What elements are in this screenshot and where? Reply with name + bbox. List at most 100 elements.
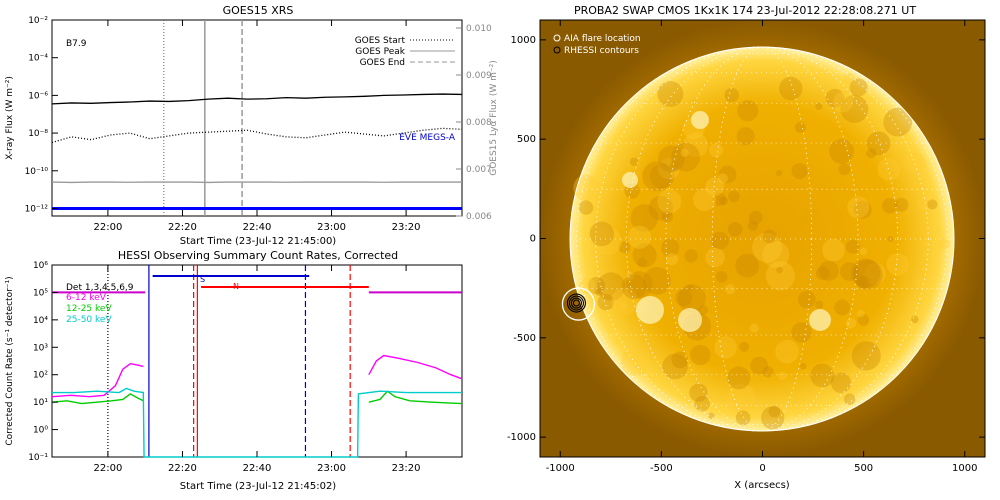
sun-texture-blob (625, 271, 653, 299)
sun-texture-blob (833, 92, 854, 113)
sun-texture-blob (761, 406, 785, 430)
goes-y-tick-label: 10⁻¹² (25, 204, 49, 214)
sun-texture-blob (779, 76, 803, 101)
hessi-y-tick-label: 10⁶ (33, 261, 48, 271)
hessi-panel: HESSI Observing Summary Count Rates, Cor… (5, 249, 463, 492)
swap-y-tick-label: 1000 (511, 35, 536, 46)
sun-texture-blob (916, 198, 929, 210)
goes-panel: GOES15 XRS 22:00 22:20 22:40 23:00 23:20 10⁻²… (5, 4, 499, 247)
rhessi-contour (572, 299, 580, 307)
sun-texture-blob (736, 127, 755, 146)
sun-texture-blob (886, 253, 910, 276)
legend-25-50: 25-50 keV (66, 315, 112, 325)
hessi-n-marker: N (233, 282, 239, 291)
sun-texture-blob (859, 247, 868, 256)
sun-texture-blob (661, 210, 674, 223)
goes-x-tick-label: 22:20 (168, 222, 197, 233)
sun-texture-blob (866, 131, 891, 156)
goes-series-line (51, 127, 463, 144)
goes-ylabel-right: GOES15 Lyα Flux (W m⁻²) (489, 60, 499, 176)
sun-texture-blob (620, 347, 649, 376)
sun-texture-blob (749, 323, 759, 333)
sun-texture-blob (618, 241, 631, 254)
sun-texture-blob (715, 270, 728, 283)
sun-texture-blob (665, 253, 679, 266)
hessi-plot-frame (51, 264, 463, 458)
sun-texture-blob (671, 351, 689, 369)
sun-texture-blob (693, 188, 717, 212)
sun-texture-blob (849, 78, 868, 97)
sun-texture-blob (597, 293, 615, 311)
goes-x-tick-label: 23:00 (317, 222, 346, 233)
goes-x-tick-label: 22:00 (93, 222, 122, 233)
goes-y2-tick-label: 0.008 (466, 118, 492, 128)
sun-texture-blob (877, 157, 901, 181)
sun-texture-blob (797, 290, 816, 309)
goes-plot-frame (51, 19, 463, 217)
sun-texture-blob (689, 383, 708, 402)
goes-y2-tick-label: 0.006 (466, 212, 492, 222)
hessi-x-tick-label: 22:40 (243, 463, 272, 474)
longitude-line (576, 46, 948, 432)
hessi-xlabel: Start Time (23-Jul-12 21:45:02) (180, 481, 337, 492)
sun-texture-blob (698, 304, 709, 315)
sun-texture-blob (594, 195, 604, 206)
sun-texture-blob (794, 121, 806, 133)
goes-y-tick-label: 10⁻⁴ (28, 54, 48, 64)
sun-texture-blob (669, 161, 679, 171)
sun-texture-blob (657, 80, 684, 107)
sun-texture-blob (847, 196, 870, 219)
sun-texture-blob (825, 88, 845, 108)
sun-texture-blob (662, 353, 688, 380)
sun-texture-blob (671, 142, 700, 172)
sun-texture-blob (768, 405, 781, 418)
sun-texture-blob (596, 272, 626, 301)
hessi-legend: Det 1,3,4,5,6,9 6-12 keV 12-25 keV 25-50… (66, 283, 134, 325)
active-region (809, 309, 831, 331)
sun-texture-blob (810, 363, 835, 388)
heliographic-grid (570, 46, 954, 432)
swap-y-tick-label: -500 (513, 333, 536, 344)
sun-texture-blob (593, 227, 622, 256)
aia-flare-circle (561, 287, 596, 321)
sun-texture-blob (799, 362, 807, 370)
sun-texture-blob (573, 174, 600, 201)
sun-texture-blob (724, 284, 736, 295)
sun-texture-blob (883, 107, 913, 137)
sun-texture-blob (719, 196, 728, 206)
sun-texture-blob (748, 210, 763, 225)
sun-texture-blob (611, 287, 639, 315)
sun-texture-blob (762, 366, 774, 378)
sun-texture-blob (708, 143, 724, 158)
longitude-line (665, 46, 859, 432)
sun-texture-blob (735, 253, 760, 278)
legend-6-12: 6-12 keV (66, 293, 107, 303)
swap-x-tick-label: 1000 (952, 463, 977, 474)
sun-texture-blob (642, 161, 672, 192)
active-region (691, 111, 709, 129)
sun-texture-blob (717, 173, 728, 184)
sun-texture-blob (776, 170, 783, 177)
sun-texture-blob (705, 177, 725, 197)
sun-texture-blob (904, 152, 926, 174)
sun-texture-blob (657, 189, 682, 214)
sun-texture-blob (579, 277, 596, 294)
sun-texture-blob (834, 299, 851, 316)
hessi-y-tick-label: 10⁰ (33, 426, 48, 436)
sun-texture-blob (791, 162, 808, 179)
hessi-series-line (51, 393, 144, 405)
hessi-series-line (51, 362, 144, 398)
goes-legend: GOES Start GOES Peak GOES End (355, 36, 455, 68)
hessi-y-tick-label: 10¹ (33, 398, 48, 408)
legend-det: Det 1,3,4,5,6,9 (66, 283, 134, 293)
sun-texture-blob (838, 163, 851, 176)
sun-texture-blob (694, 396, 710, 412)
sun-texture-blob (737, 100, 759, 122)
goes-y2-tick-label: 0.007 (466, 165, 492, 175)
goes-xlabel: Start Time (23-Jul-12 21:45:00) (180, 236, 337, 247)
sun-texture-blob (690, 344, 711, 366)
goes-y-tick-label: 10⁻² (28, 16, 48, 26)
sun-texture-blob (675, 289, 692, 307)
sun-texture-blob (815, 300, 824, 309)
sun-texture-blob (711, 231, 729, 250)
